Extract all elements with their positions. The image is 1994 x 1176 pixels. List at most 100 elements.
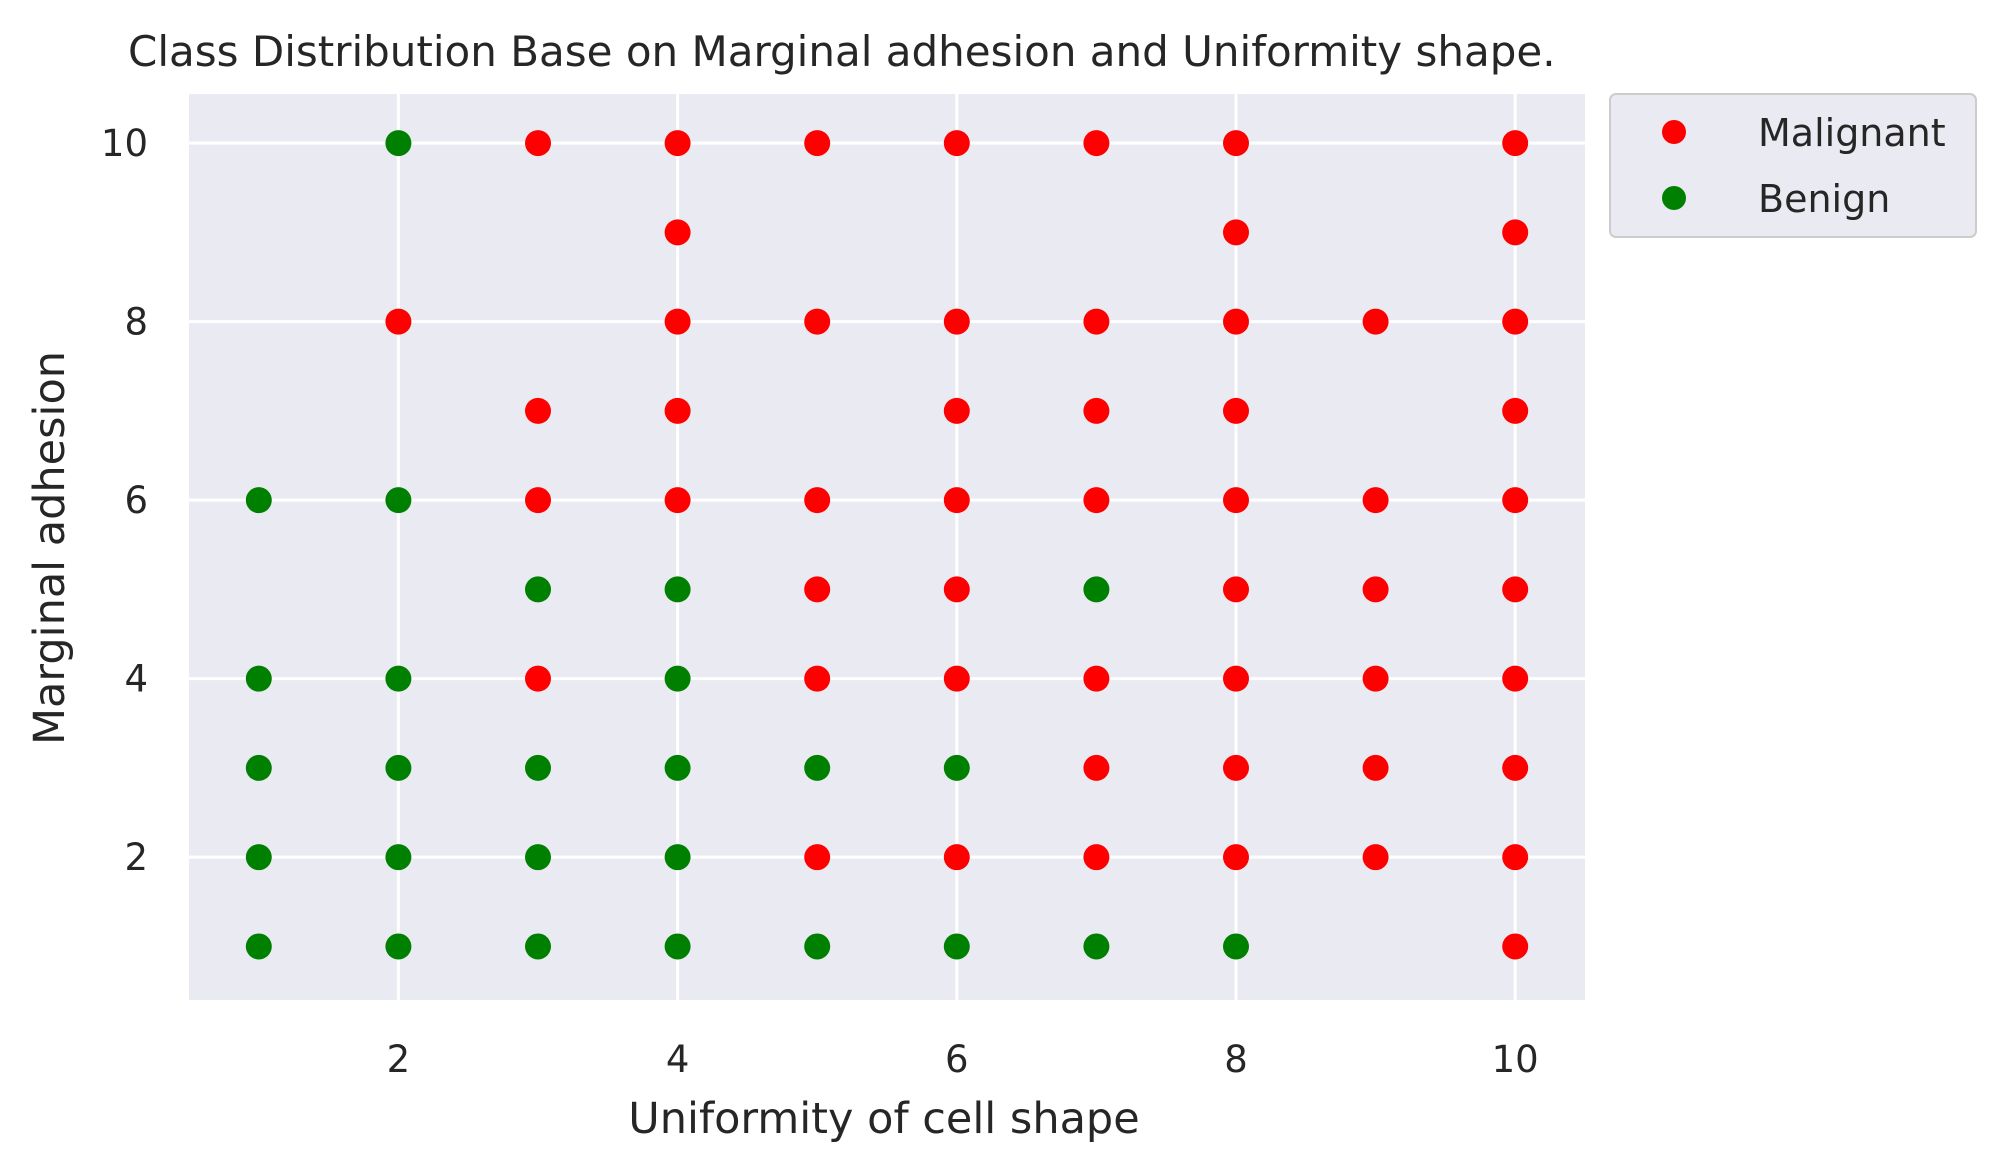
data-point-malignant: [943, 308, 970, 335]
data-point-malignant: [804, 576, 831, 603]
data-point-benign: [245, 754, 272, 781]
data-point-malignant: [943, 130, 970, 157]
data-point-malignant: [1502, 576, 1529, 603]
data-point-malignant: [804, 130, 831, 157]
data-point-benign: [245, 933, 272, 960]
data-point-benign: [385, 844, 412, 871]
data-point-benign: [943, 754, 970, 781]
data-point-malignant: [525, 397, 551, 424]
data-point-malignant: [664, 308, 691, 335]
data-point-malignant: [1083, 130, 1110, 157]
data-point-malignant: [664, 487, 691, 514]
y-tick-label: 8: [124, 301, 148, 344]
data-point-malignant: [1083, 665, 1110, 692]
data-point-benign: [525, 576, 551, 603]
data-point-benign: [385, 665, 412, 692]
data-point-malignant: [664, 130, 691, 157]
data-point-malignant: [943, 397, 970, 424]
data-point-benign: [385, 487, 412, 514]
data-point-benign: [804, 933, 831, 960]
y-tick-label: 4: [124, 658, 148, 701]
y-tick-labels: 2 4 6 8 10: [101, 122, 148, 879]
data-point-benign: [664, 576, 691, 603]
data-point-malignant: [943, 487, 970, 514]
data-point-benign: [664, 933, 691, 960]
data-point-malignant: [943, 576, 970, 603]
data-point-malignant: [1223, 665, 1249, 692]
data-point-malignant: [943, 665, 970, 692]
data-point-benign: [525, 844, 551, 871]
data-point-benign: [664, 754, 691, 781]
data-point-malignant: [804, 308, 831, 335]
data-point-benign: [1083, 933, 1110, 960]
y-tick-label: 2: [124, 836, 148, 879]
data-point-malignant: [525, 487, 551, 514]
data-point-malignant: [1502, 754, 1529, 781]
data-point-malignant: [1502, 487, 1529, 514]
legend: Malignant Benign: [1609, 93, 1977, 238]
data-point-malignant: [1502, 397, 1529, 424]
x-tick-labels: 2 4 6 8 10: [387, 1038, 1539, 1081]
data-point-benign: [245, 665, 272, 692]
legend-marker-malignant: [1662, 120, 1686, 144]
data-point-malignant: [1083, 397, 1110, 424]
data-point-malignant: [1083, 754, 1110, 781]
data-point-malignant: [525, 665, 551, 692]
data-point-malignant: [1502, 308, 1529, 335]
data-point-benign: [943, 933, 970, 960]
data-point-malignant: [664, 397, 691, 424]
grid-lines: [189, 94, 1585, 1000]
data-point-malignant: [1502, 933, 1529, 960]
data-point-malignant: [1223, 308, 1249, 335]
data-point-malignant: [804, 487, 831, 514]
legend-label-benign: Benign: [1758, 177, 1890, 221]
legend-label-malignant: Malignant: [1758, 111, 1946, 155]
data-point-benign: [385, 130, 412, 157]
data-point-benign: [245, 844, 272, 871]
plot-area: [189, 94, 1585, 1000]
data-point-benign: [664, 665, 691, 692]
data-point-malignant: [1362, 844, 1389, 871]
data-point-malignant: [943, 844, 970, 871]
y-tick-label: 6: [124, 479, 148, 522]
data-point-benign: [664, 844, 691, 871]
data-point-benign: [1223, 933, 1249, 960]
data-point-malignant: [1083, 487, 1110, 514]
data-point-benign: [1083, 576, 1110, 603]
data-point-malignant: [525, 130, 551, 157]
data-point-malignant: [1502, 130, 1529, 157]
data-point-malignant: [1223, 576, 1249, 603]
data-point-malignant: [1223, 130, 1249, 157]
data-point-malignant: [1223, 754, 1249, 781]
data-point-malignant: [1223, 219, 1249, 246]
x-tick-label: 10: [1492, 1038, 1539, 1081]
x-tick-label: 4: [666, 1038, 690, 1081]
data-point-malignant: [1223, 487, 1249, 514]
data-point-malignant: [804, 844, 831, 871]
data-point-benign: [245, 487, 272, 514]
data-point-malignant: [1502, 844, 1529, 871]
data-point-malignant: [385, 308, 412, 335]
data-point-malignant: [1362, 665, 1389, 692]
data-point-malignant: [1502, 665, 1529, 692]
data-point-benign: [525, 933, 551, 960]
x-tick-label: 6: [945, 1038, 969, 1081]
data-point-malignant: [664, 219, 691, 246]
x-axis-label: Uniformity of cell shape: [628, 1094, 1139, 1144]
data-point-malignant: [1502, 219, 1529, 246]
data-point-malignant: [1362, 308, 1389, 335]
chart-title: Class Distribution Base on Marginal adhe…: [128, 27, 1556, 76]
data-points: [245, 130, 1529, 960]
data-point-malignant: [1083, 308, 1110, 335]
legend-box: [1609, 93, 1977, 238]
x-tick-label: 2: [387, 1038, 411, 1081]
y-axis-label: Marginal adhesion: [25, 351, 75, 745]
data-point-malignant: [1083, 844, 1110, 871]
data-point-malignant: [804, 665, 831, 692]
data-point-benign: [804, 754, 831, 781]
legend-marker-benign: [1662, 186, 1686, 210]
data-point-benign: [385, 754, 412, 781]
data-point-malignant: [1362, 487, 1389, 514]
